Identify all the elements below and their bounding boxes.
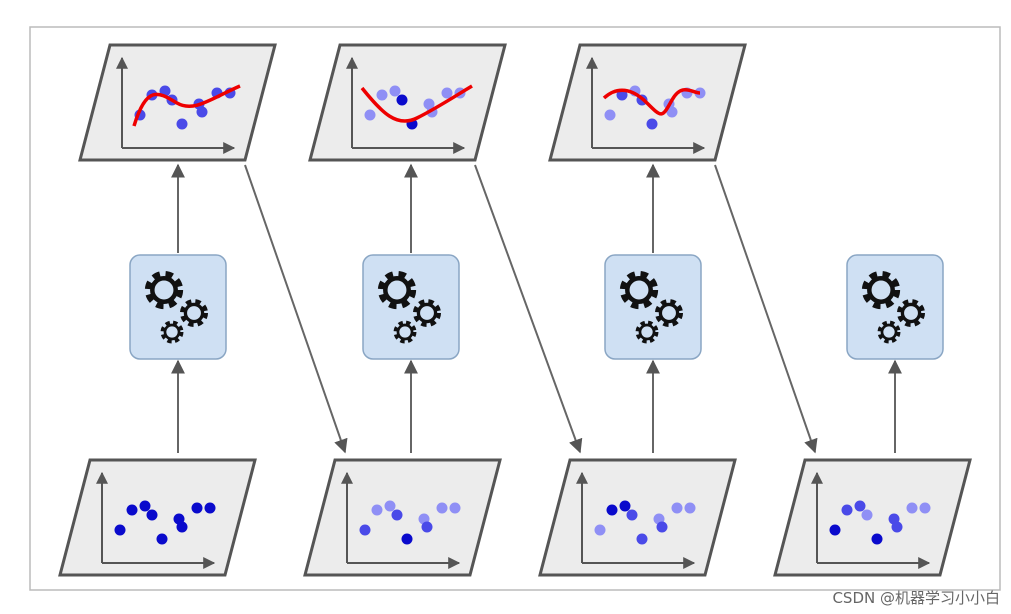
gear — [638, 323, 656, 341]
point — [156, 533, 168, 545]
gear — [160, 320, 184, 344]
point — [619, 500, 631, 512]
point — [684, 502, 696, 514]
gear — [163, 323, 181, 341]
point — [204, 502, 216, 514]
point — [421, 521, 433, 533]
panel — [773, 458, 972, 577]
point — [176, 521, 188, 533]
point — [854, 500, 866, 512]
point — [384, 500, 396, 512]
gear — [383, 276, 411, 304]
panel — [58, 458, 257, 577]
gear — [393, 320, 417, 344]
fit-curve — [602, 88, 701, 116]
gear — [896, 298, 926, 328]
point — [861, 509, 873, 521]
fit-curve — [132, 84, 241, 127]
point — [359, 524, 371, 536]
point — [626, 509, 638, 521]
point — [871, 533, 883, 545]
point — [906, 502, 918, 514]
gear — [625, 276, 653, 304]
arrow — [474, 164, 583, 454]
gear — [150, 276, 178, 304]
point — [176, 118, 188, 130]
panel — [538, 458, 737, 577]
fit-curve — [360, 84, 473, 123]
frame — [29, 26, 1001, 591]
gear — [179, 298, 209, 328]
point — [919, 502, 931, 514]
gear — [416, 302, 438, 324]
gear — [880, 323, 898, 341]
point — [139, 500, 151, 512]
gear — [183, 302, 205, 324]
gear — [377, 270, 417, 310]
point — [126, 504, 138, 516]
watermark: CSDN @机器学习小小白 — [832, 589, 1000, 607]
model-box — [604, 254, 702, 360]
gear — [619, 270, 659, 310]
gear — [412, 298, 442, 328]
point — [449, 502, 461, 514]
point — [636, 533, 648, 545]
point — [196, 106, 208, 118]
point — [604, 109, 616, 121]
gear — [877, 320, 901, 344]
model-box — [129, 254, 227, 360]
model-box — [846, 254, 944, 360]
panel — [308, 43, 507, 162]
point — [829, 524, 841, 536]
point — [436, 502, 448, 514]
arrow — [244, 164, 348, 454]
point — [841, 504, 853, 516]
gear — [654, 298, 684, 328]
point — [364, 109, 376, 121]
point — [114, 524, 126, 536]
content — [58, 43, 972, 577]
gear — [144, 270, 184, 310]
point — [371, 504, 383, 516]
panel — [303, 458, 502, 577]
gear — [900, 302, 922, 324]
point — [391, 509, 403, 521]
gear — [861, 270, 901, 310]
model-box — [362, 254, 460, 360]
point — [376, 89, 388, 101]
point — [396, 94, 408, 106]
point — [389, 85, 401, 97]
point — [656, 521, 668, 533]
point — [616, 89, 628, 101]
point — [671, 502, 683, 514]
point — [441, 87, 453, 99]
point — [146, 509, 158, 521]
arrow — [714, 164, 818, 454]
point — [191, 502, 203, 514]
point — [594, 524, 606, 536]
gear — [635, 320, 659, 344]
gear — [658, 302, 680, 324]
gear — [867, 276, 895, 304]
gear — [396, 323, 414, 341]
point — [401, 533, 413, 545]
point — [666, 106, 678, 118]
point — [646, 118, 658, 130]
point — [891, 521, 903, 533]
point — [606, 504, 618, 516]
